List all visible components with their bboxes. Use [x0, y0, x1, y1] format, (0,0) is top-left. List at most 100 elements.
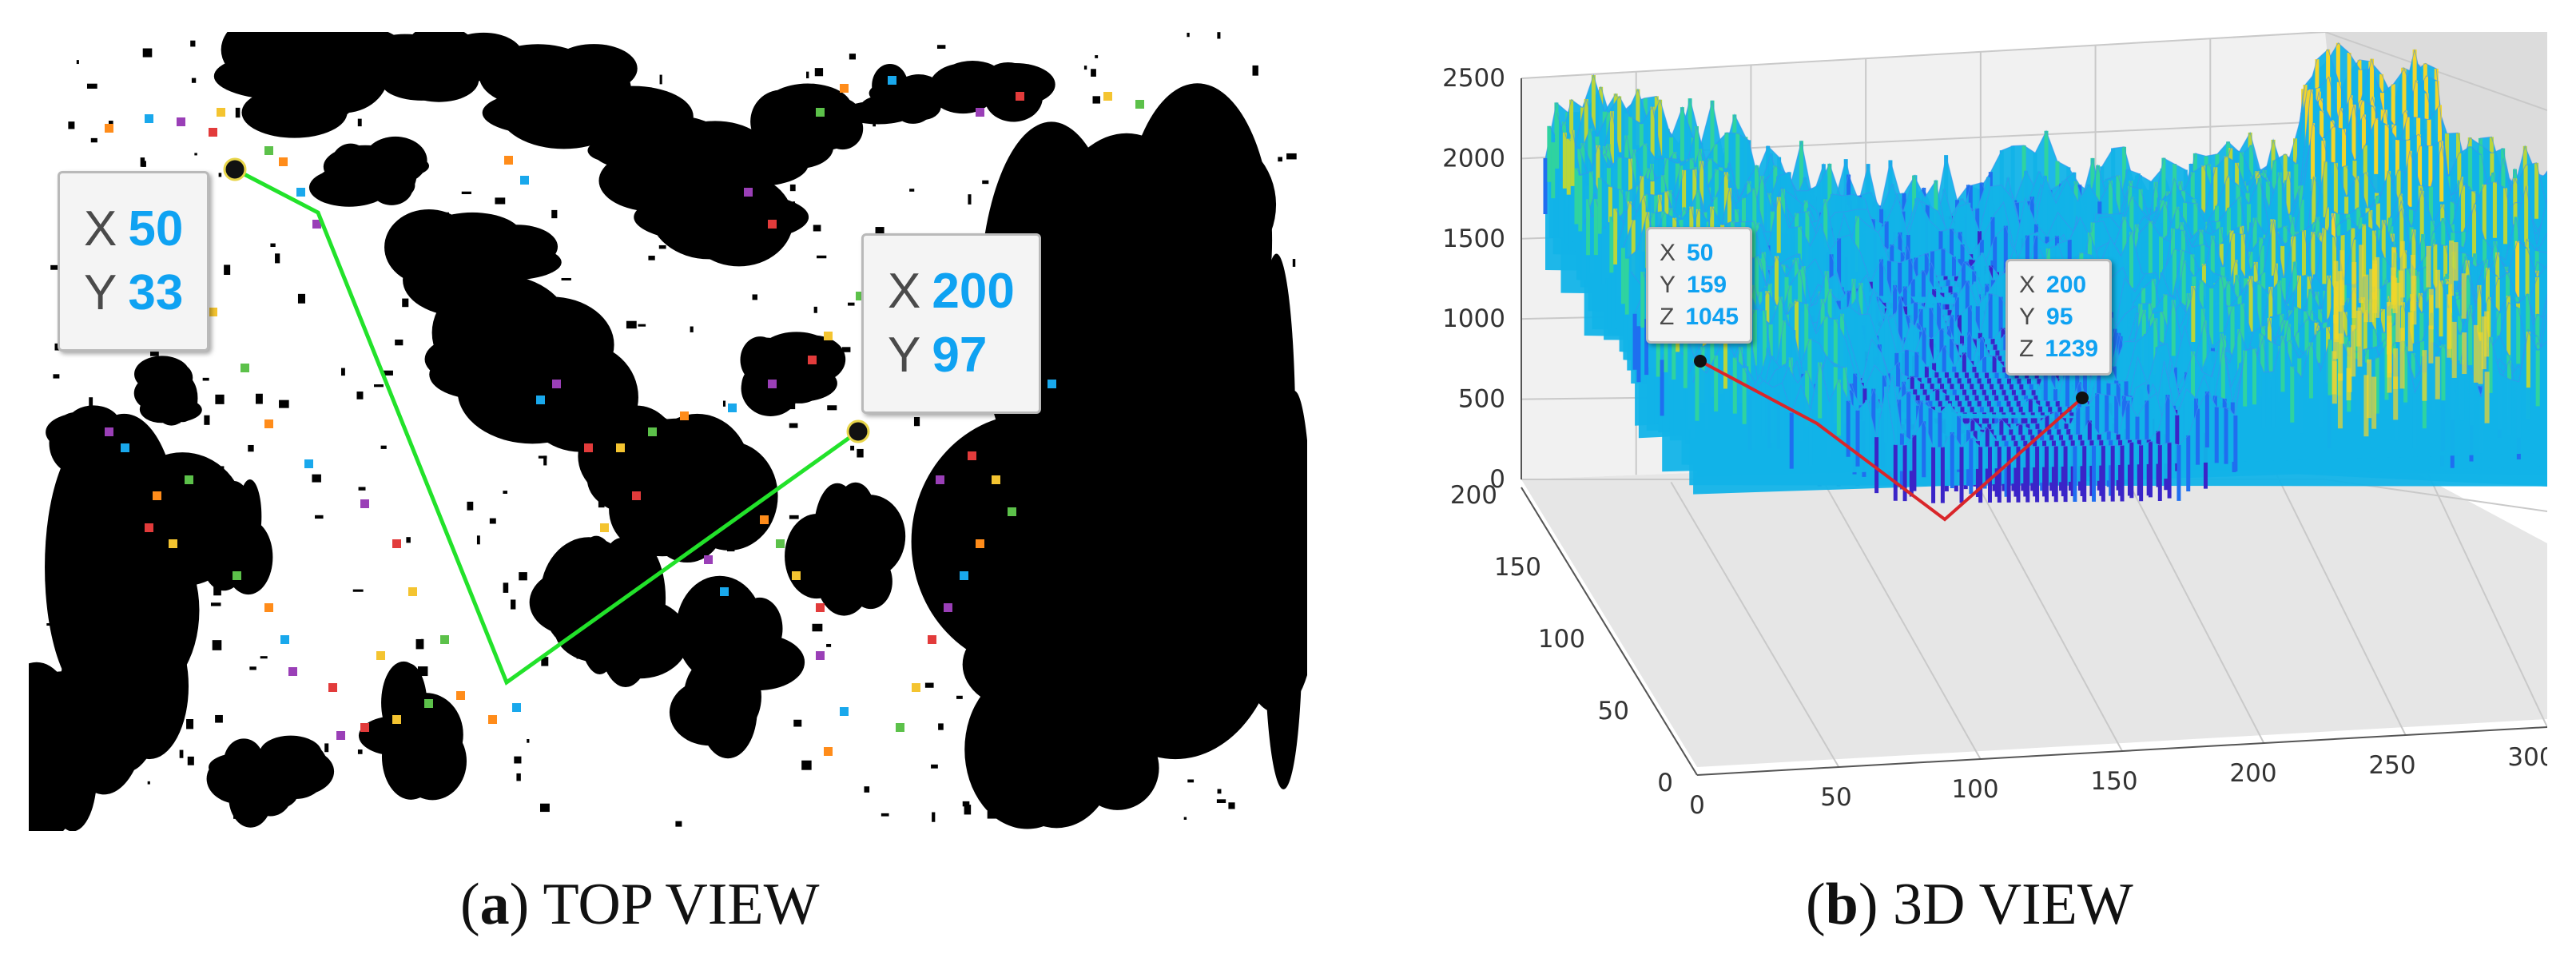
obstacle-speck	[153, 621, 159, 628]
obstacle-speck	[1024, 803, 1033, 810]
waypoint-dot	[336, 731, 345, 740]
obstacle-speck	[789, 515, 799, 519]
obstacle-speck	[1174, 588, 1182, 594]
obstacle-speck	[1229, 529, 1234, 536]
obstacle-speck	[690, 326, 694, 332]
waypoint-dot	[145, 114, 153, 123]
obstacle-speck	[1082, 359, 1090, 370]
obstacle-speck	[638, 600, 649, 608]
obstacle-speck	[1078, 523, 1083, 526]
obstacle-speck	[1066, 185, 1069, 192]
y-tick-label: 100	[1538, 625, 1585, 654]
terrain-peak	[2339, 280, 2344, 344]
obstacle-blob	[374, 34, 474, 68]
obstacle-speck	[215, 714, 223, 723]
obstacle-speck	[1135, 248, 1143, 258]
waypoint-dot	[768, 380, 777, 388]
obstacle-speck	[473, 379, 483, 383]
x-grid-line-floor	[2268, 460, 2407, 736]
obstacle-speck	[531, 418, 539, 423]
x-axis-ticks: 0 50 100 150 200 250 300	[1689, 743, 2547, 820]
obstacle-speck	[773, 99, 782, 105]
waypoint-dot	[376, 651, 385, 660]
obstacle-speck	[279, 400, 289, 408]
waypoint-dot	[632, 491, 641, 500]
obstacle-speck	[249, 666, 256, 670]
obstacle-speck	[850, 445, 855, 451]
obstacle-speck	[177, 494, 182, 504]
obstacle-speck	[1039, 319, 1049, 325]
obstacle-blob	[849, 554, 892, 610]
waypoint-dot	[1103, 92, 1112, 101]
obstacle-speck	[150, 352, 159, 356]
datatip-x-label: X	[84, 201, 117, 256]
obstacle-speck	[841, 347, 851, 352]
datatip-y-value: 159	[1687, 272, 1727, 298]
obstacle-blob	[764, 126, 834, 169]
obstacle-blob	[487, 296, 614, 393]
obstacle-speck	[233, 813, 243, 819]
obstacle-speck	[489, 518, 496, 524]
waypoint-dot	[976, 108, 984, 117]
waypoint-dot	[824, 332, 833, 340]
obstacle-speck	[789, 399, 796, 410]
obstacle-speck	[215, 394, 225, 404]
obstacle-speck	[270, 243, 276, 248]
obstacle-speck	[231, 510, 236, 519]
x-grid-line-floor	[1819, 476, 1982, 760]
datatip-x-value: 200	[932, 264, 1015, 319]
planned-path-3d	[1699, 360, 2084, 522]
obstacle-speck	[1171, 469, 1177, 477]
obstacle-speck	[627, 392, 637, 401]
obstacle-speck	[726, 547, 735, 552]
obstacle-speck	[1209, 336, 1220, 341]
obstacle-speck	[805, 105, 817, 115]
obstacle-speck	[221, 510, 228, 514]
terrain-peak	[2334, 281, 2339, 343]
waypoint-dot	[856, 292, 865, 300]
waypoint-dot	[768, 220, 777, 229]
obstacle-speck	[752, 294, 757, 300]
obstacle-speck	[658, 244, 666, 249]
obstacle-blob	[1136, 211, 1270, 373]
obstacle-speck	[578, 339, 582, 348]
waypoint-dot	[145, 523, 153, 532]
obstacle-speck	[1247, 433, 1254, 441]
obstacle-blob	[241, 86, 348, 138]
obstacle-speck	[801, 760, 812, 770]
waypoint-dot	[816, 651, 825, 660]
obstacle-speck	[1200, 441, 1203, 451]
obstacle-speck	[1246, 556, 1254, 560]
obstacle-speck	[371, 33, 380, 42]
obstacle-speck	[551, 84, 558, 92]
obstacle-speck	[956, 695, 963, 699]
obstacle-speck	[1234, 219, 1240, 226]
obstacle-speck	[1009, 425, 1017, 432]
obstacle-speck	[701, 660, 706, 666]
obstacle-speck	[216, 466, 225, 477]
terrain-peak	[2447, 308, 2452, 349]
obstacle-speck	[1058, 455, 1069, 458]
obstacle-speck	[735, 670, 741, 677]
obstacle-speck	[669, 658, 674, 665]
waypoint-dot	[552, 380, 561, 388]
datatip-x-label: X	[1660, 240, 1676, 266]
obstacle-speck	[931, 764, 938, 769]
waypoint-dot	[1016, 92, 1024, 101]
obstacle-speck	[386, 722, 390, 729]
obstacle-speck	[1060, 414, 1067, 420]
waypoint-dot	[328, 683, 337, 692]
z-tick-label: 500	[1458, 385, 1505, 414]
obstacle-speck	[183, 644, 193, 649]
obstacle-speck	[436, 376, 443, 382]
3d-view-panel: 2500 2000 1500 1000 500 0 200 150 100 50 0 0 50 100…	[1409, 32, 2547, 845]
terrain-peak	[2478, 332, 2483, 384]
x-tick-label: 250	[2368, 751, 2415, 780]
datatip-z-value: 1239	[2045, 336, 2099, 362]
obstacle-speck	[913, 416, 920, 427]
obstacle-speck	[1134, 327, 1139, 332]
y-axis-ticks: 200 150 100 50 0	[1450, 481, 1673, 797]
obstacle-speck	[208, 527, 212, 534]
terrain-peak	[2371, 376, 2377, 429]
x-grid-line-floor	[1970, 471, 2123, 752]
